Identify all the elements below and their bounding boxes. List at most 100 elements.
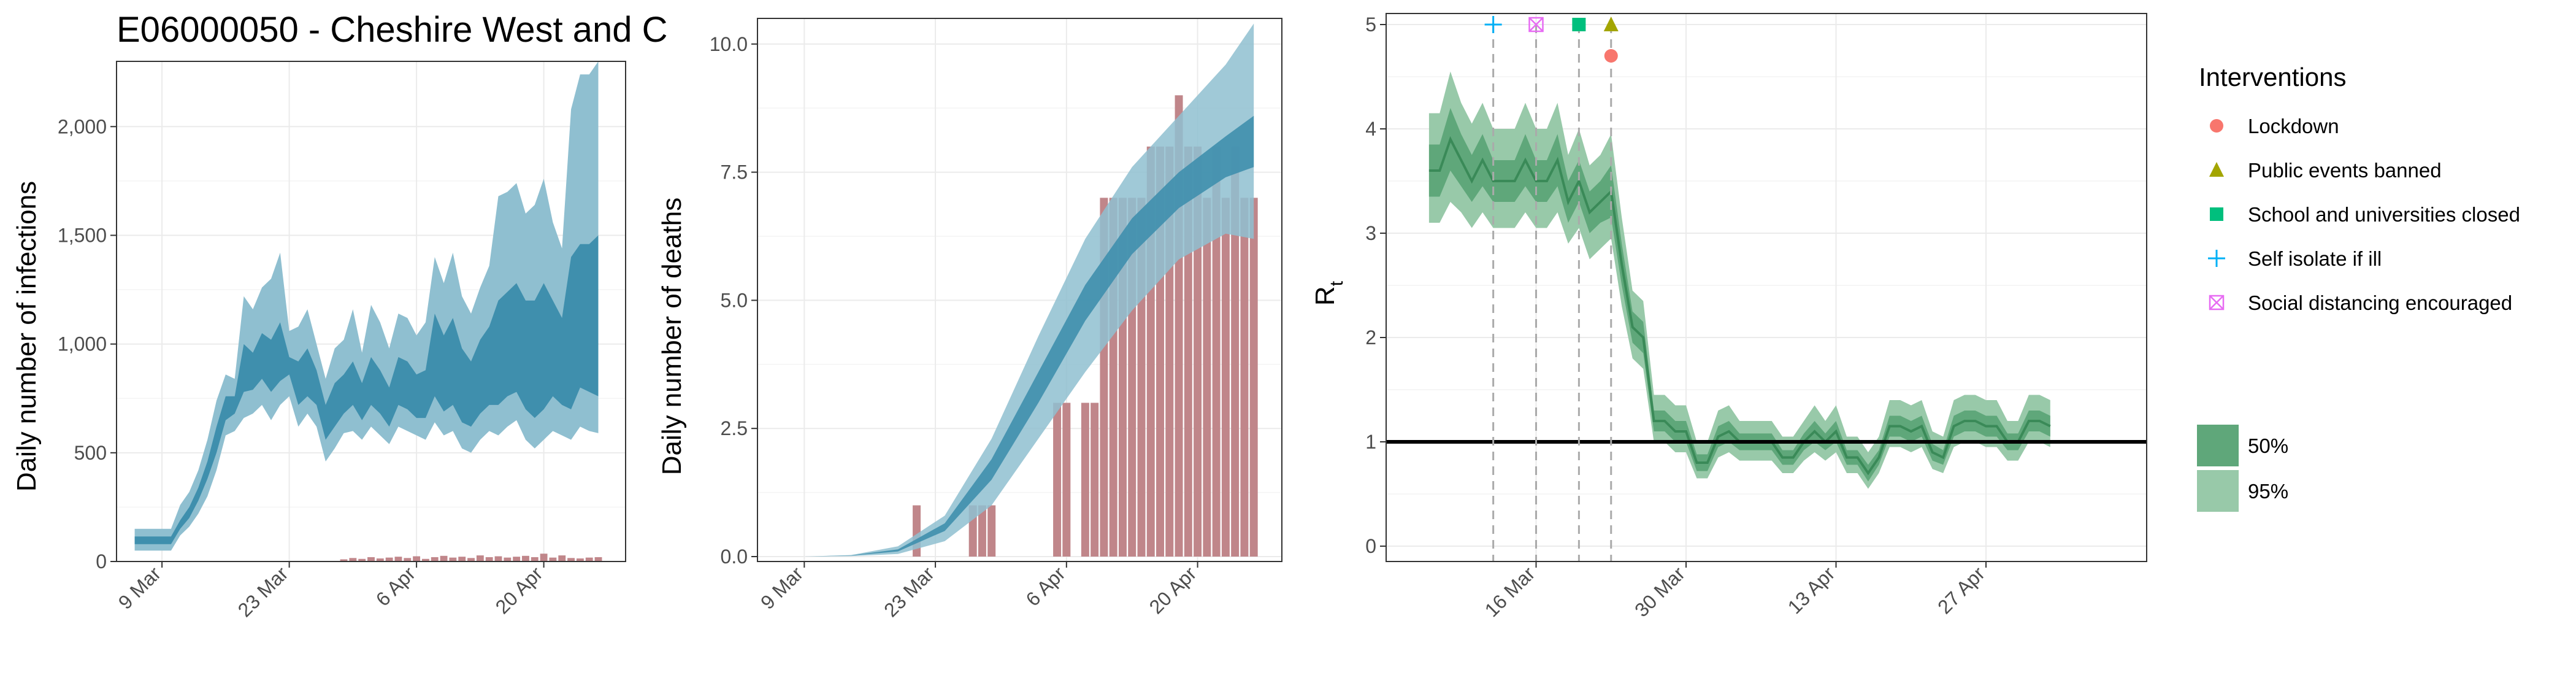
legend-ci-label: 50% xyxy=(2248,434,2288,457)
intervention-marker-triangle xyxy=(1603,17,1619,31)
x-tick-label: 23 Mar xyxy=(880,562,938,621)
y-tick-label: 0 xyxy=(96,550,107,573)
infections-95-band xyxy=(134,61,599,551)
observed-case-bar xyxy=(404,558,412,561)
observed-case-bar xyxy=(540,554,548,561)
observed-case-bar xyxy=(440,555,448,561)
infections-observed-bars xyxy=(340,554,602,561)
x-tick-label: 13 Apr xyxy=(1784,562,1839,618)
rt-y-axis-title-main: R xyxy=(1310,286,1340,306)
observed-death-bar xyxy=(1081,403,1089,557)
rt-y-ticks: 0 1 2 3 4 5 xyxy=(1365,14,1386,557)
observed-death-bar xyxy=(1221,198,1230,557)
intervention-marker-plus xyxy=(1484,16,1502,33)
observed-case-bar xyxy=(513,557,521,561)
rt-y-axis-title-subscript: t xyxy=(1327,280,1347,286)
observed-case-bar xyxy=(522,555,529,561)
chart-title: E06000050 - Cheshire West and C xyxy=(117,10,667,50)
observed-case-bar xyxy=(585,557,593,561)
legend-item-label: Social distancing encouraged xyxy=(2248,291,2512,314)
legend-marker-circle xyxy=(2210,119,2223,133)
legend-item-label: School and universities closed xyxy=(2248,203,2520,226)
x-tick-label: 6 Apr xyxy=(372,562,420,611)
y-tick-label: 5 xyxy=(1365,14,1376,36)
infections-panel: E06000050 - Cheshire West and C Daily nu… xyxy=(12,10,667,621)
observed-death-bar xyxy=(1053,403,1062,557)
intervention-markers xyxy=(1484,16,1619,63)
observed-case-bar xyxy=(531,557,539,561)
observed-case-bar xyxy=(358,558,366,561)
rt-y-axis-title: Rt xyxy=(1310,280,1347,306)
legend-marker-boxcross xyxy=(2209,295,2225,311)
legend-marker-triangle xyxy=(2209,162,2224,177)
observed-case-bar xyxy=(576,558,584,561)
observed-death-bar xyxy=(1240,198,1249,557)
x-tick-label: 9 Mar xyxy=(756,562,808,614)
observed-death-bar xyxy=(1231,146,1240,557)
x-tick-label: 6 Apr xyxy=(1021,562,1070,611)
infections-panel-border xyxy=(116,61,626,562)
observed-case-bar xyxy=(367,557,375,561)
observed-case-bar xyxy=(504,557,512,561)
observed-case-bar xyxy=(558,555,566,561)
legend-item-label: Public events banned xyxy=(2248,159,2442,182)
y-tick-label: 10.0 xyxy=(710,33,748,55)
rt-95-band xyxy=(1428,71,2050,489)
y-tick-label: 4 xyxy=(1365,118,1376,140)
x-tick-label: 16 Mar xyxy=(1481,562,1539,621)
observed-death-bar xyxy=(1062,403,1071,557)
deaths-panel: Daily number of deaths 0.02.55.07.510.0 … xyxy=(657,18,1282,621)
infections-50-band xyxy=(134,235,599,544)
rt-panel-border xyxy=(1386,13,2147,562)
observed-case-bar xyxy=(413,556,421,561)
observed-case-bar xyxy=(422,558,429,561)
y-tick-label: 2.5 xyxy=(721,417,748,439)
observed-case-bar xyxy=(476,555,484,561)
y-tick-label: 0.0 xyxy=(721,546,748,568)
legend-ci-items: 50% 95% xyxy=(2197,425,2288,512)
observed-case-bar xyxy=(485,557,493,561)
x-tick-label: 27 Apr xyxy=(1933,562,1989,618)
legend: Interventions Lockdown Public events bann… xyxy=(2197,63,2520,512)
observed-case-bar xyxy=(467,558,475,561)
observed-case-bar xyxy=(594,557,602,561)
y-tick-label: 1,500 xyxy=(58,224,107,246)
observed-case-bar xyxy=(385,557,393,561)
x-tick-label: 9 Mar xyxy=(114,562,166,614)
y-tick-label: 7.5 xyxy=(721,161,748,183)
legend-marker-plus xyxy=(2208,250,2225,267)
intervention-dashed-lines xyxy=(1492,25,1612,561)
observed-case-bar xyxy=(549,557,557,561)
legend-ci-swatch xyxy=(2197,470,2239,512)
observed-death-bar xyxy=(978,505,986,557)
legend-item-label: Lockdown xyxy=(2248,115,2339,137)
observed-case-bar xyxy=(394,557,402,561)
observed-case-bar xyxy=(349,558,357,561)
observed-case-bar xyxy=(431,557,439,561)
legend-title: Interventions xyxy=(2199,63,2346,91)
infections-x-ticks: 9 Mar 23 Mar 6 Apr 20 Apr xyxy=(114,561,547,621)
deaths-x-ticks: 9 Mar 23 Mar 6 Apr 20 Apr xyxy=(756,561,1201,621)
intervention-marker-boxcross xyxy=(1528,17,1544,33)
y-tick-label: 3 xyxy=(1365,222,1376,244)
deaths-y-ticks: 0.0 2.5 5.0 7.5 10.0 xyxy=(710,33,757,568)
rt-50-band xyxy=(1428,108,2050,482)
observed-case-bar xyxy=(458,557,466,561)
y-tick-label: 5.0 xyxy=(721,289,748,311)
deaths-y-axis-title: Daily number of deaths xyxy=(657,198,687,475)
deaths-95-band xyxy=(804,23,1254,557)
deaths-panel-border xyxy=(757,18,1282,562)
y-tick-label: 1,000 xyxy=(58,333,107,355)
observed-death-bar xyxy=(1249,198,1258,557)
observed-death-bar xyxy=(1091,403,1099,557)
legend-ci-label: 95% xyxy=(2248,480,2288,503)
observed-death-bar xyxy=(987,505,996,557)
observed-death-bar xyxy=(1203,198,1211,557)
observed-case-bar xyxy=(376,558,384,561)
observed-case-bar xyxy=(340,559,348,561)
x-tick-label: 23 Mar xyxy=(234,562,293,621)
observed-case-bar xyxy=(567,558,575,561)
rt-x-ticks: 16 Mar 30 Mar 13 Apr 27 Apr xyxy=(1481,561,1989,621)
intervention-marker-circle xyxy=(1604,49,1618,63)
